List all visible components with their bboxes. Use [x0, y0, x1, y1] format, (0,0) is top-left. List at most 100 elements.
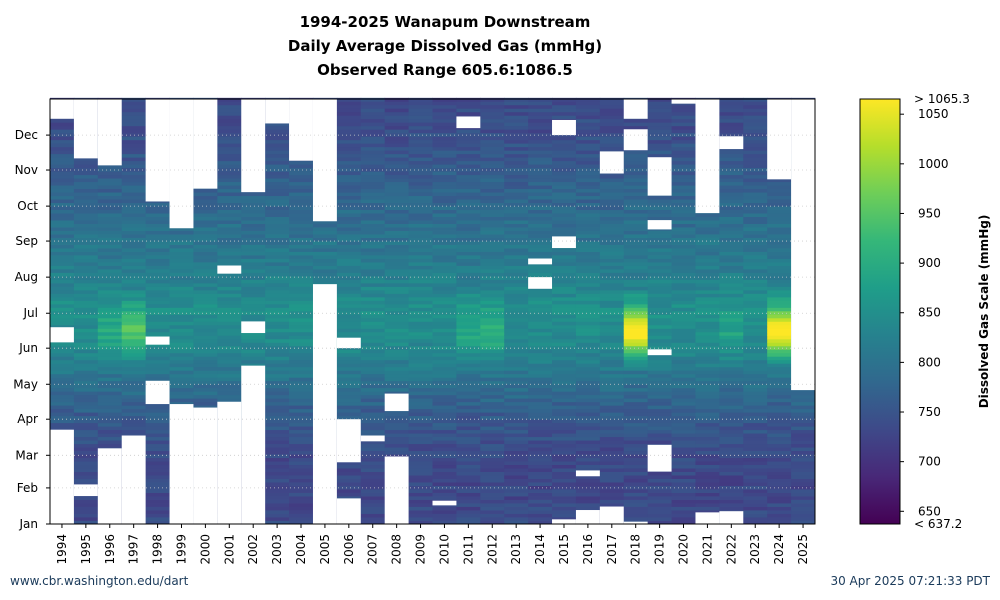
heatmap-cell [384, 366, 409, 371]
missing-data-gap [169, 404, 194, 524]
heatmap-cell [384, 307, 409, 312]
heatmap-cell [121, 317, 147, 322]
heatmap-cell [743, 164, 768, 169]
heatmap-cell [360, 310, 386, 315]
heatmap-cell [552, 482, 577, 486]
heatmap-cell [767, 251, 792, 256]
heatmap-cell [719, 296, 744, 301]
heatmap-cell [384, 300, 409, 305]
heatmap-cell [336, 230, 362, 235]
heatmap-cell [336, 181, 362, 186]
heatmap-cell [384, 282, 409, 287]
heatmap-cell [647, 262, 672, 266]
heatmap-cell [504, 468, 529, 472]
heatmap-cell [193, 335, 218, 340]
heatmap-cell [312, 275, 338, 280]
heatmap-cell [528, 108, 553, 113]
heatmap-cell [408, 132, 433, 137]
heatmap-cell [336, 195, 362, 200]
heatmap-cell [97, 443, 123, 448]
heatmap-cell [336, 366, 362, 371]
heatmap-cell [575, 475, 601, 479]
heatmap-cell [193, 405, 218, 410]
heatmap-cell [743, 419, 768, 424]
heatmap-cell [480, 307, 505, 312]
heatmap-cell [695, 426, 720, 431]
heatmap-cell [50, 237, 75, 242]
heatmap-cell [767, 415, 792, 420]
heatmap-cell [360, 454, 386, 459]
heatmap-cell [695, 265, 720, 270]
heatmap-cell [671, 419, 696, 424]
heatmap-cell [217, 115, 242, 120]
heatmap-cell [408, 496, 433, 500]
heatmap-cell [623, 314, 649, 319]
heatmap-cell [767, 181, 792, 186]
heatmap-cell [671, 122, 696, 127]
heatmap-cell [408, 143, 433, 148]
heatmap-cell [719, 352, 744, 357]
heatmap-cell [480, 401, 505, 406]
heatmap-cell [719, 345, 744, 350]
heatmap-cell [504, 269, 529, 273]
heatmap-cell [169, 307, 194, 312]
heatmap-cell [408, 230, 433, 235]
heatmap-cell [504, 160, 529, 165]
missing-data-gap [121, 435, 146, 524]
heatmap-cell [599, 499, 625, 504]
heatmap-cell [456, 136, 481, 141]
heatmap-cell [73, 440, 99, 445]
heatmap-cell [408, 139, 433, 144]
heatmap-cell [671, 520, 696, 525]
heatmap-cell [241, 199, 266, 204]
heatmap-cell [265, 167, 290, 172]
heatmap-cell [408, 489, 433, 493]
heatmap-cell [599, 391, 625, 396]
heatmap-cell [552, 167, 577, 172]
heatmap-cell [145, 328, 170, 333]
heatmap-cell [456, 185, 481, 190]
heatmap-cell [743, 520, 768, 525]
source-url[interactable]: www.cbr.washington.edu/dart [10, 574, 189, 588]
heatmap-cell [647, 153, 672, 158]
heatmap-cell [695, 338, 720, 343]
heatmap-cell [456, 227, 481, 231]
heatmap-cell [73, 429, 99, 434]
heatmap-cell [456, 496, 481, 500]
heatmap-cell [50, 342, 75, 347]
heatmap-cell [265, 244, 290, 249]
heatmap-cell [456, 426, 481, 431]
heatmap-cell [289, 412, 314, 417]
heatmap-cell [432, 202, 457, 207]
heatmap-cell [97, 279, 123, 284]
heatmap-cell [743, 461, 768, 466]
heatmap-cell [336, 279, 362, 284]
heatmap-cell [336, 272, 362, 277]
heatmap-cell [743, 188, 768, 193]
heatmap-cell [73, 223, 99, 228]
missing-data-gap [623, 129, 648, 151]
heatmap-cell [265, 359, 290, 364]
heatmap-cell [360, 234, 386, 238]
heatmap-cell [289, 310, 314, 315]
heatmap-cell [767, 237, 792, 242]
heatmap-cell [217, 275, 242, 280]
heatmap-cell [241, 206, 266, 211]
heatmap-cell [599, 485, 625, 490]
heatmap-cell [719, 492, 744, 497]
heatmap-cell [289, 408, 314, 413]
heatmap-cell [767, 513, 792, 518]
heatmap-cell [599, 188, 625, 193]
heatmap-cell [623, 157, 649, 162]
heatmap-cell [169, 377, 194, 382]
heatmap-cell [504, 258, 529, 263]
heatmap-cell [336, 227, 362, 231]
heatmap-cell [575, 366, 601, 371]
heatmap-cell [647, 499, 672, 504]
heatmap-cell [575, 118, 601, 123]
heatmap-cell [384, 188, 409, 193]
heatmap-cell [169, 356, 194, 361]
heatmap-cell [456, 510, 481, 514]
heatmap-cell [169, 237, 194, 242]
heatmap-cell [50, 234, 75, 238]
